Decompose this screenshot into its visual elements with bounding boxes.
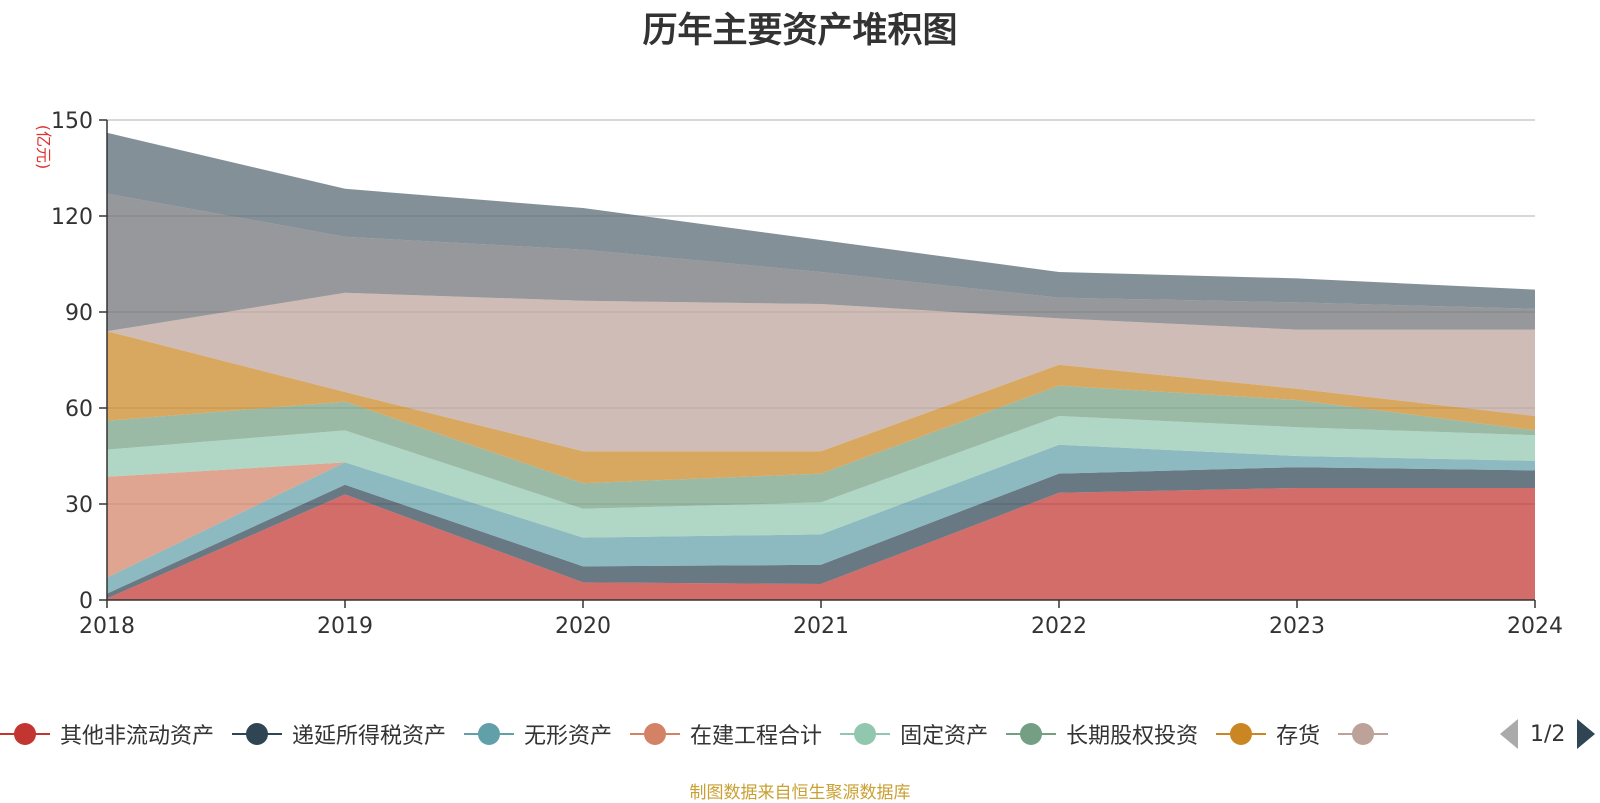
legend-label: 在建工程合计 bbox=[690, 724, 823, 749]
x-tick-label: 2018 bbox=[79, 614, 135, 639]
legend-item[interactable]: 长期股权投资 bbox=[1006, 718, 1198, 750]
legend-label: 递延所得税资产 bbox=[292, 724, 447, 749]
y-tick-label: 60 bbox=[65, 397, 93, 422]
area-series-4 bbox=[107, 416, 1535, 538]
y-tick-label: 90 bbox=[65, 301, 93, 326]
legend: 其他非流动资产 递延所得税资产 无形资产 在建工程合计 固定资产 长期股权投资 存货 bbox=[0, 712, 1416, 756]
legend-label: 存货 bbox=[1276, 724, 1321, 749]
area-series-1 bbox=[107, 467, 1535, 599]
legend-label: 固定资产 bbox=[900, 724, 989, 749]
area-series-2 bbox=[107, 444, 1535, 594]
x-tick-label: 2021 bbox=[793, 614, 849, 639]
legend-label: 长期股权投资 bbox=[1066, 724, 1199, 749]
legend-marker-icon bbox=[630, 719, 681, 749]
legend-next-page-icon[interactable] bbox=[1577, 719, 1596, 749]
legend-item[interactable]: 递延所得税资产 bbox=[232, 718, 446, 750]
legend-prev-page-icon[interactable] bbox=[1500, 719, 1518, 749]
legend-marker-icon bbox=[840, 719, 891, 749]
legend-item[interactable]: 其他非流动资产 bbox=[0, 718, 214, 750]
y-tick-label: 150 bbox=[51, 109, 93, 134]
axis-layer: 0 30 60 90 120 150 2018 2019 2020 2021 2022 2023 202… bbox=[34, 109, 1563, 639]
area-series-5 bbox=[107, 385, 1535, 509]
legend-page-indicator: 1/2 bbox=[1530, 721, 1566, 747]
x-tick-label: 2023 bbox=[1269, 614, 1325, 639]
x-tick-label: 2024 bbox=[1507, 614, 1563, 639]
legend-marker-icon bbox=[1006, 719, 1057, 749]
legend-item[interactable] bbox=[1338, 719, 1398, 749]
y-tick-label: 0 bbox=[79, 589, 93, 614]
legend-item[interactable]: 在建工程合计 bbox=[630, 718, 822, 750]
x-tick-label: 2020 bbox=[555, 614, 611, 639]
area-series-9 bbox=[107, 132, 1535, 309]
legend-marker-icon bbox=[464, 719, 515, 749]
area-series-8 bbox=[107, 193, 1535, 332]
x-tick-label: 2022 bbox=[1031, 614, 1087, 639]
area-series-0 bbox=[107, 488, 1535, 600]
y-tick-label: 120 bbox=[51, 205, 93, 230]
legend-item[interactable]: 无形资产 bbox=[464, 718, 612, 750]
legend-marker-icon bbox=[1338, 719, 1389, 749]
source-footer: 制图数据来自恒生聚源数据库 bbox=[689, 783, 911, 803]
legend-item[interactable]: 存货 bbox=[1216, 718, 1320, 750]
area-series-7 bbox=[107, 292, 1535, 452]
chart-title: 历年主要资产堆积图 bbox=[642, 11, 958, 51]
legend-marker-icon bbox=[0, 719, 50, 749]
legend-marker-icon bbox=[232, 719, 283, 749]
legend-pager: 1/2 bbox=[1500, 712, 1596, 756]
area-series-6 bbox=[107, 331, 1535, 484]
y-tick-label: 30 bbox=[65, 493, 93, 518]
legend-label: 无形资产 bbox=[524, 724, 613, 749]
legend-marker-icon bbox=[1216, 719, 1267, 749]
legend-item[interactable]: 固定资产 bbox=[840, 718, 988, 750]
legend-label: 其他非流动资产 bbox=[60, 724, 215, 749]
area-layer bbox=[107, 132, 1535, 600]
y-axis-unit-label: (亿元) bbox=[34, 125, 53, 170]
x-tick-label: 2019 bbox=[317, 614, 373, 639]
